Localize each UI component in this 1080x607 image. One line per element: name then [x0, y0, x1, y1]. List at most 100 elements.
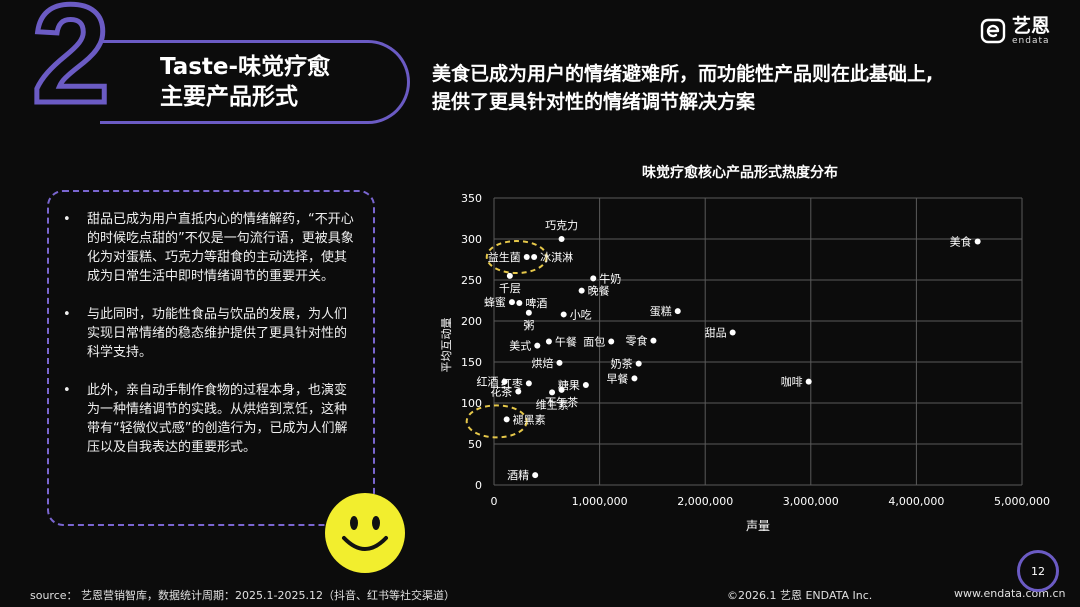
bullet-dot: •	[63, 212, 71, 227]
point-label: 烘焙	[531, 356, 553, 370]
scatter-point	[974, 238, 981, 245]
x-tick-label: 1,000,000	[572, 495, 628, 508]
section-title-line2: 主要产品形式	[160, 84, 298, 110]
scatter-point	[523, 254, 530, 261]
endata-logo: 艺恩 endata	[980, 16, 1050, 46]
scatter-point	[515, 388, 522, 395]
y-tick-label: 200	[461, 315, 482, 328]
scatter-point	[729, 329, 736, 336]
x-tick-label: 3,000,000	[783, 495, 839, 508]
bullet-item: • 此外，亲自动手制作食物的过程本身，也演变为一种情绪调节的实践。从烘焙到烹饪，…	[61, 381, 357, 457]
point-label: 晚餐	[588, 284, 610, 298]
point-label: 牛奶	[599, 271, 621, 285]
chart-ticks: 0 50 100 150 200 250 300 350 0 1,000,000 2,000,000…	[461, 192, 1050, 508]
point-label: 维生素	[536, 397, 569, 411]
x-tick-label: 2,000,000	[677, 495, 733, 508]
scatter-point	[501, 378, 508, 385]
bullet-text: 甜品已成为用户直抵内心的情绪解药，“不开心的时候吃点甜的”不仅是一句流行语，更被…	[87, 212, 354, 284]
point-label: 红枣	[501, 377, 523, 390]
point-label: 千层	[499, 282, 521, 295]
point-label: 奶茶	[611, 357, 633, 371]
headline: 美食已成为用户的情绪避难所，而功能性产品则在此基础上, 提供了更具针对性的情绪调…	[432, 60, 1052, 116]
x-tick-label: 4,000,000	[888, 495, 944, 508]
scatter-point	[650, 337, 657, 344]
point-label: 面包	[583, 336, 605, 349]
point-label: 粥	[523, 319, 534, 332]
bullet-dot: •	[63, 383, 71, 398]
point-label: 蛋糕	[650, 304, 672, 318]
point-label: 美式	[509, 340, 531, 353]
section-number-text: 2	[32, 0, 110, 124]
scatter-point	[532, 472, 539, 479]
headline-line1: 美食已成为用户的情绪避难所，而功能性产品则在此基础上,	[432, 63, 934, 85]
footer-source: source： 艺恩营销智库，数据统计周期：2025.1-2025.12（抖音、…	[30, 589, 455, 602]
scatter-point	[503, 416, 510, 423]
scatter-point	[582, 381, 589, 388]
scatter-point	[534, 342, 541, 349]
point-label: 午餐	[555, 335, 577, 349]
point-label: 咖啡	[781, 375, 803, 389]
point-label: 下午茶	[545, 396, 578, 409]
point-label: 美食	[950, 234, 972, 248]
chart-title: 味觉疗愈核心产品形式热度分布	[642, 164, 838, 181]
bullet-text: 此外，亲自动手制作食物的过程本身，也演变为一种情绪调节的实践。从烘焙到烹饪，这种…	[87, 383, 348, 455]
point-label: 零食	[625, 334, 647, 348]
point-label: 红酒	[477, 376, 499, 389]
scatter-point	[531, 254, 538, 261]
endata-e-icon	[980, 18, 1006, 44]
page-number: 12	[1017, 550, 1059, 592]
point-label: 酒精	[507, 469, 529, 482]
scatter-point	[549, 389, 556, 396]
bullet-item: • 甜品已成为用户直抵内心的情绪解药，“不开心的时候吃点甜的”不仅是一句流行语，…	[61, 210, 357, 286]
scatter-point	[558, 386, 565, 393]
scatter-point	[578, 287, 585, 294]
point-label: 甜品	[705, 326, 727, 339]
scatter-point	[631, 375, 638, 382]
y-tick-label: 100	[461, 397, 482, 410]
highlight-ring	[465, 404, 528, 439]
section-title-box: Taste-味觉疗愈 主要产品形式	[100, 40, 410, 124]
scatter-point	[545, 338, 552, 345]
chart-grid	[493, 197, 1023, 486]
y-tick-label: 150	[461, 356, 482, 369]
logo-cn-text: 艺恩	[1011, 15, 1050, 37]
point-label: 冰淇淋	[540, 251, 573, 264]
point-label: 益生菌	[488, 250, 521, 264]
x-tick-label: 5,000,000	[994, 495, 1050, 508]
scatter-chart: 味觉疗愈核心产品形式热度分布 0 50 100 150 200 250 300 350 0 1,0…	[440, 164, 1050, 533]
bullet-text: 与此同时，功能性食品与饮品的发展，为人们实现日常情绪的稳态维护提供了更具针对性的…	[87, 307, 348, 360]
x-tick-label: 0	[491, 495, 498, 508]
scatter-point	[508, 299, 515, 306]
section-title-line1: Taste-味觉疗愈	[160, 54, 331, 80]
point-label: 蜂蜜	[484, 295, 506, 309]
highlight-ring	[485, 240, 548, 275]
logo-en-text: endata	[1011, 36, 1050, 46]
y-tick-label: 50	[468, 438, 482, 451]
bullet-dot: •	[63, 307, 71, 322]
footer-copyright: ©2026.1 艺恩 ENDATA Inc.	[727, 589, 873, 602]
chart-ylabel: 平均互动量	[440, 318, 453, 373]
scatter-point	[805, 378, 812, 385]
section-number: 2	[30, 0, 112, 124]
point-label: 褪黑素	[513, 412, 546, 426]
point-label: 小吃	[570, 308, 592, 321]
headline-line2: 提供了更具针对性的情绪调节解决方案	[432, 91, 756, 113]
y-tick-label: 300	[461, 233, 482, 246]
point-label: 啤酒	[525, 296, 547, 310]
point-label: 巧克力	[545, 219, 578, 232]
scatter-point	[560, 311, 567, 318]
scatter-point	[506, 272, 513, 279]
y-tick-label: 350	[461, 192, 482, 205]
scatter-point	[556, 359, 563, 366]
scatter-point	[608, 338, 615, 345]
scatter-point	[590, 275, 597, 282]
scatter-point	[635, 360, 642, 367]
insight-text-box: • 甜品已成为用户直抵内心的情绪解药，“不开心的时候吃点甜的”不仅是一句流行语，…	[47, 190, 375, 526]
y-tick-label: 250	[461, 274, 482, 287]
point-label: 花茶	[490, 386, 512, 399]
chart-xlabel: 声量	[746, 519, 770, 533]
scatter-point	[674, 308, 681, 315]
bullet-item: • 与此同时，功能性食品与饮品的发展，为人们实现日常情绪的稳态维护提供了更具针对…	[61, 305, 357, 362]
y-tick-label: 0	[475, 479, 482, 492]
